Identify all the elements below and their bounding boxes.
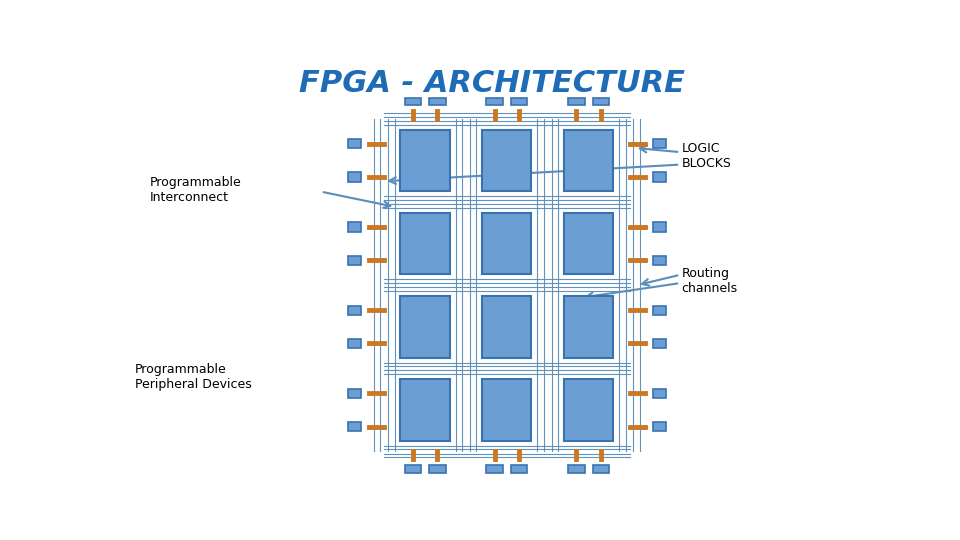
Bar bbox=[348, 389, 361, 398]
Bar bbox=[564, 296, 613, 357]
Text: LOGIC
BLOCKS: LOGIC BLOCKS bbox=[682, 142, 732, 170]
Bar bbox=[348, 255, 361, 265]
Bar bbox=[568, 465, 585, 472]
Bar bbox=[482, 296, 532, 357]
Bar bbox=[487, 465, 503, 472]
Bar bbox=[653, 389, 666, 398]
Bar bbox=[400, 213, 449, 274]
Bar bbox=[568, 98, 585, 105]
Bar bbox=[564, 213, 613, 274]
Bar bbox=[400, 130, 449, 191]
Bar bbox=[348, 339, 361, 348]
Bar bbox=[429, 465, 445, 472]
Text: FPGA - ARCHITECTURE: FPGA - ARCHITECTURE bbox=[299, 69, 685, 98]
Bar bbox=[482, 379, 532, 441]
Bar bbox=[482, 213, 532, 274]
Bar bbox=[348, 139, 361, 148]
Bar bbox=[564, 130, 613, 191]
Bar bbox=[593, 98, 610, 105]
Bar bbox=[348, 306, 361, 315]
Bar bbox=[653, 306, 666, 315]
Bar bbox=[400, 296, 449, 357]
Bar bbox=[482, 130, 532, 191]
Bar bbox=[653, 172, 666, 181]
Bar bbox=[348, 172, 361, 181]
Bar bbox=[653, 139, 666, 148]
Bar bbox=[348, 422, 361, 431]
Text: Programmable
Peripheral Devices: Programmable Peripheral Devices bbox=[134, 363, 252, 390]
Text: Routing
channels: Routing channels bbox=[682, 267, 738, 295]
Bar bbox=[404, 465, 420, 472]
Bar bbox=[487, 98, 503, 105]
Bar bbox=[653, 222, 666, 232]
Bar bbox=[429, 98, 445, 105]
Bar bbox=[404, 98, 420, 105]
Bar bbox=[593, 465, 610, 472]
Bar bbox=[348, 222, 361, 232]
Bar bbox=[400, 379, 449, 441]
Bar bbox=[653, 255, 666, 265]
Bar bbox=[653, 422, 666, 431]
Bar bbox=[511, 98, 527, 105]
Bar bbox=[511, 465, 527, 472]
Bar bbox=[564, 379, 613, 441]
Text: Programmable
Interconnect: Programmable Interconnect bbox=[150, 176, 242, 204]
Bar bbox=[653, 339, 666, 348]
